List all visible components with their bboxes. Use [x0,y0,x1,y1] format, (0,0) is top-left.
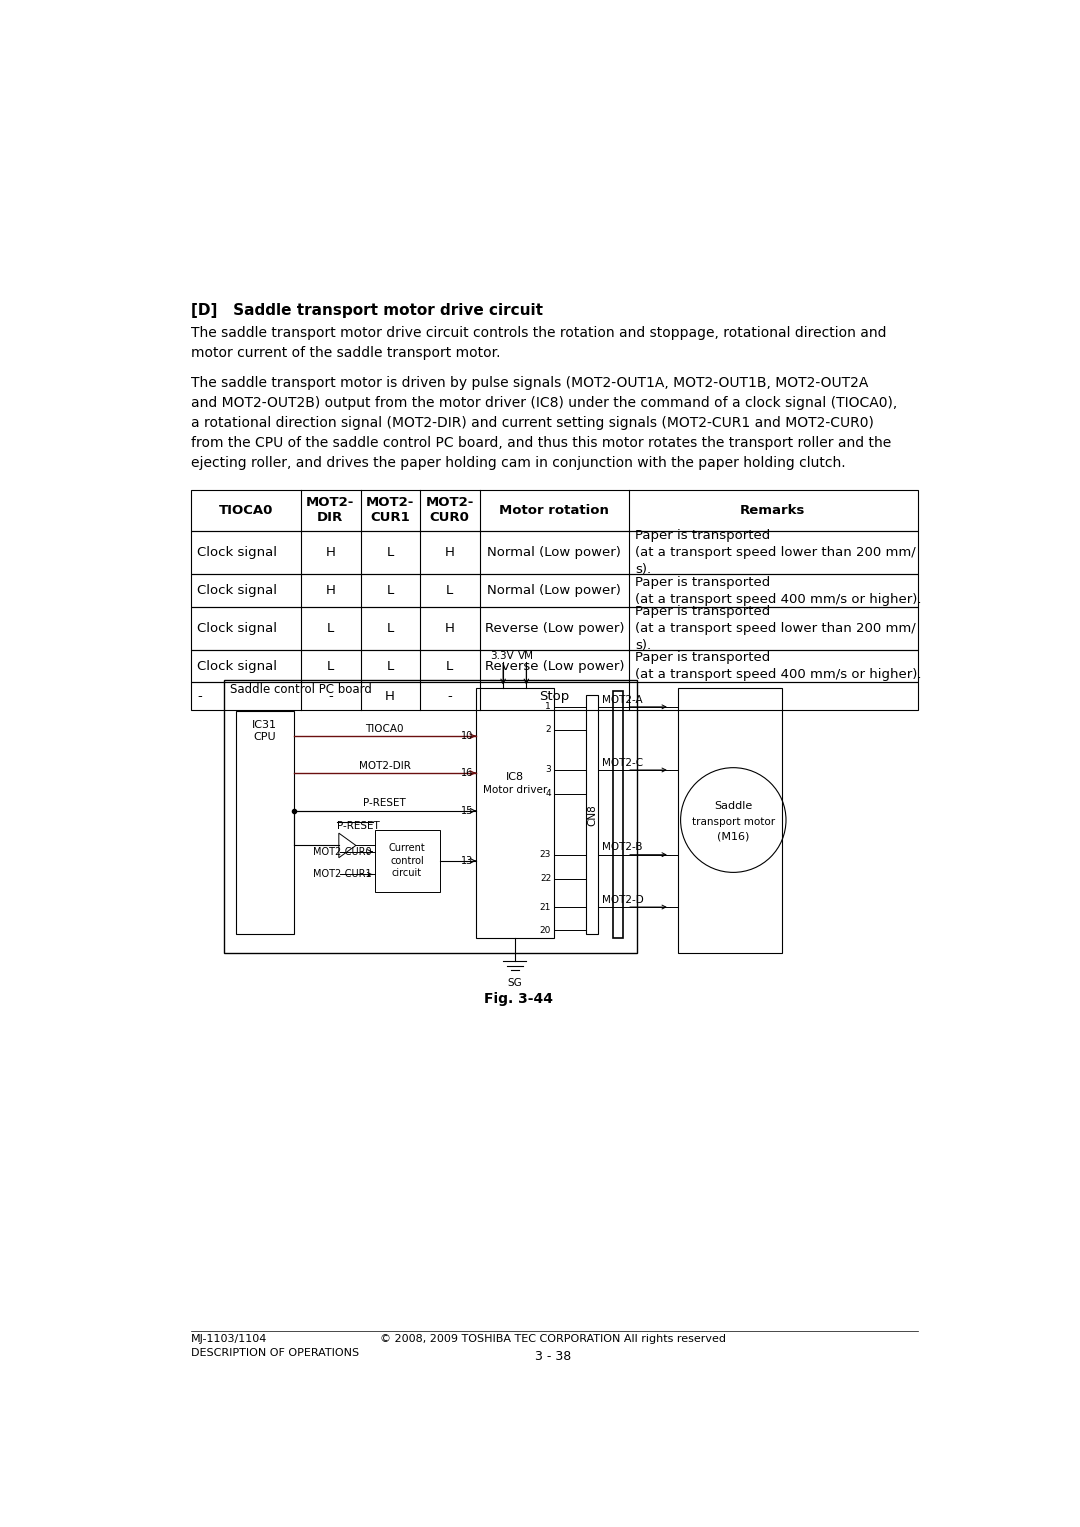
Text: Paper is transported
(at a transport speed lower than 200 mm/
s).: Paper is transported (at a transport spe… [635,605,916,652]
Text: MOT2-DIR: MOT2-DIR [359,760,410,771]
Text: (M16): (M16) [717,832,750,841]
Text: Reverse (Low power): Reverse (Low power) [485,660,624,672]
Text: Paper is transported
(at a transport speed 400 mm/s or higher).: Paper is transported (at a transport spe… [635,576,921,606]
Text: MOT2-CUR1: MOT2-CUR1 [313,869,372,880]
Text: Saddle control PC board: Saddle control PC board [230,683,373,696]
Text: L: L [326,660,334,672]
Text: L: L [326,621,334,635]
Text: Paper is transported
(at a transport speed 400 mm/s or higher).: Paper is transported (at a transport spe… [635,651,921,681]
Text: MJ-1103/1104
DESCRIPTION OF OPERATIONS: MJ-1103/1104 DESCRIPTION OF OPERATIONS [191,1335,359,1359]
Text: [D]   Saddle transport motor drive circuit: [D] Saddle transport motor drive circuit [191,302,543,318]
Text: Normal (Low power): Normal (Low power) [487,547,621,559]
Text: P-RESET: P-RESET [363,799,406,808]
Text: IC31: IC31 [252,719,276,730]
Text: The saddle transport motor drive circuit controls the rotation and stoppage, rot: The saddle transport motor drive circuit… [191,325,887,360]
Text: 13: 13 [461,855,473,866]
Text: 16: 16 [461,768,473,779]
Text: 1: 1 [545,702,551,712]
Text: Saddle: Saddle [714,802,753,811]
Text: TIOCA0: TIOCA0 [218,504,273,518]
Text: 4: 4 [545,789,551,799]
Bar [191,490,918,531]
Text: Paper is transported
(at a transport speed lower than 200 mm/
s).: Paper is transported (at a transport spe… [635,530,916,576]
Text: 3 - 38: 3 - 38 [536,1350,571,1362]
Bar [191,574,918,606]
Text: MOT2-B: MOT2-B [603,843,643,852]
Text: 3: 3 [545,765,551,774]
Text: Reverse (Low power): Reverse (Low power) [485,621,624,635]
Bar [677,687,782,953]
Bar [375,831,440,892]
Text: Motor driver: Motor driver [483,785,546,794]
Text: Clock signal: Clock signal [197,583,276,597]
Text: H: H [445,621,455,635]
Text: 21: 21 [540,902,551,912]
Text: The saddle transport motor is driven by pulse signals (MOT2-OUT1A, MOT2-OUT1B, M: The saddle transport motor is driven by … [191,376,897,470]
Text: 22: 22 [540,873,551,883]
Text: L: L [446,660,454,672]
Text: TIOCA0: TIOCA0 [365,724,404,734]
Bar [586,695,598,935]
Bar [191,683,918,710]
Bar [191,531,918,574]
Text: MOT2-C: MOT2-C [603,757,644,768]
Text: H: H [325,547,335,559]
Text: H: H [386,690,395,702]
Text: Clock signal: Clock signal [197,547,276,559]
Bar [476,687,554,938]
Text: MOT2-
DIR: MOT2- DIR [306,496,354,524]
Bar [613,692,623,938]
Text: L: L [387,621,393,635]
Text: Clock signal: Clock signal [197,660,276,672]
Text: L: L [446,583,454,597]
Text: Remarks: Remarks [740,504,806,518]
Text: MOT2-CUR0: MOT2-CUR0 [313,846,372,857]
Text: L: L [387,660,393,672]
Text: Stop: Stop [539,690,569,702]
Text: MOT2-D: MOT2-D [603,895,644,904]
Text: VM: VM [518,651,535,661]
Text: H: H [325,583,335,597]
Text: Motor rotation: Motor rotation [499,504,609,518]
Text: P-RESET: P-RESET [337,822,380,831]
Text: 20: 20 [540,925,551,935]
Text: Clock signal: Clock signal [197,621,276,635]
Text: 3.3V: 3.3V [489,651,513,661]
Text: IC8: IC8 [505,773,524,782]
Text: Normal (Low power): Normal (Low power) [487,583,621,597]
Text: H: H [445,547,455,559]
Text: CPU: CPU [253,733,275,742]
Text: SG: SG [508,977,522,988]
Text: 23: 23 [540,851,551,860]
Text: MOT2-
CUR0: MOT2- CUR0 [426,496,474,524]
Text: L: L [387,547,393,559]
Text: transport motor: transport motor [691,817,774,826]
Bar [225,680,637,953]
Bar [191,651,918,683]
Text: -: - [197,690,202,702]
Text: CN8: CN8 [588,803,597,826]
Text: Current
control
circuit: Current control circuit [389,843,426,878]
Bar [191,606,918,651]
Text: 15: 15 [460,806,473,815]
Text: L: L [387,583,393,597]
Text: -: - [328,690,333,702]
Text: 2: 2 [545,725,551,734]
Text: MOT2-
CUR1: MOT2- CUR1 [366,496,414,524]
Bar [235,710,294,935]
Text: MOT2-A: MOT2-A [603,695,643,704]
Text: Fig. 3-44: Fig. 3-44 [484,991,553,1006]
Text: © 2008, 2009 TOSHIBA TEC CORPORATION All rights reserved: © 2008, 2009 TOSHIBA TEC CORPORATION All… [380,1335,727,1344]
Text: 10: 10 [461,731,473,741]
Text: -: - [447,690,453,702]
